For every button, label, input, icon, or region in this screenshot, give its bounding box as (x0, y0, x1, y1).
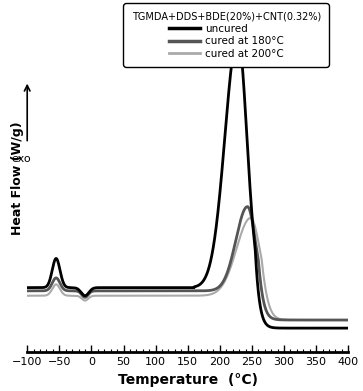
Text: exo: exo (11, 154, 30, 164)
Y-axis label: Heat Flow (W/g): Heat Flow (W/g) (11, 122, 24, 235)
X-axis label: Temperature  (°C): Temperature (°C) (118, 373, 258, 387)
Legend: uncured, cured at 180°C, cured at 200°C: uncured, cured at 180°C, cured at 200°C (126, 6, 326, 64)
